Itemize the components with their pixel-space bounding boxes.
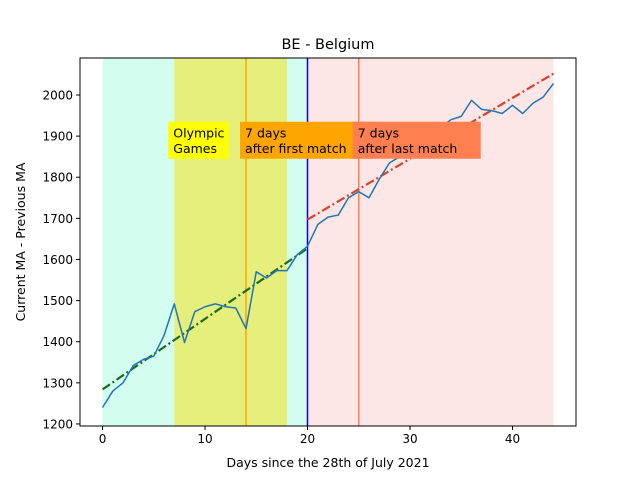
y-tick-label: 1500 bbox=[42, 294, 73, 308]
annotation-text-0-0: Olympic bbox=[173, 126, 224, 141]
shaded-region-1 bbox=[174, 58, 288, 426]
shaded-regions bbox=[102, 58, 554, 426]
shaded-region-0 bbox=[102, 58, 175, 426]
x-axis-ticks: 0 10 20 30 40 bbox=[99, 426, 520, 446]
y-tick-label: 2000 bbox=[42, 89, 73, 103]
annotation-box-0 bbox=[168, 121, 229, 159]
annotation-text-0-1: Games bbox=[173, 141, 217, 156]
y-axis-label: Current MA - Previous MA bbox=[13, 162, 28, 321]
data-series bbox=[101, 83, 555, 408]
x-tick-label: 30 bbox=[402, 432, 417, 446]
shaded-region-2 bbox=[287, 58, 308, 426]
annotation-box-2 bbox=[352, 121, 481, 159]
trend-line-0 bbox=[101, 247, 309, 391]
x-tick-label: 10 bbox=[197, 432, 212, 446]
annotation-text-2-0: 7 days bbox=[358, 126, 399, 141]
shaded-region-3 bbox=[307, 58, 554, 426]
y-axis-ticks: 1200 1300 1400 1500 1600 1700 1800 1900 2000 bbox=[42, 89, 80, 431]
y-tick-label: 1300 bbox=[42, 376, 73, 390]
y-tick-label: 1600 bbox=[42, 253, 73, 267]
annotation-text-1-1: after first match bbox=[245, 141, 346, 156]
x-tick-label: 0 bbox=[99, 432, 107, 446]
annotation-text-1-0: 7 days bbox=[245, 126, 286, 141]
chart-title: BE - Belgium bbox=[281, 37, 374, 53]
y-tick-label: 1800 bbox=[42, 171, 73, 185]
plot-frame bbox=[79, 57, 577, 427]
annotation-text-2-1: after last match bbox=[358, 141, 458, 156]
series-line-0 bbox=[101, 83, 555, 408]
y-tick-label: 1400 bbox=[42, 335, 73, 349]
x-axis-label: Days since the 28th of July 2021 bbox=[226, 455, 429, 470]
vertical-markers bbox=[245, 58, 360, 426]
x-tick-label: 20 bbox=[300, 432, 315, 446]
x-tick-label: 40 bbox=[505, 432, 520, 446]
y-tick-label: 1200 bbox=[42, 417, 73, 431]
y-tick-label: 1700 bbox=[42, 212, 73, 226]
y-tick-label: 1900 bbox=[42, 130, 73, 144]
